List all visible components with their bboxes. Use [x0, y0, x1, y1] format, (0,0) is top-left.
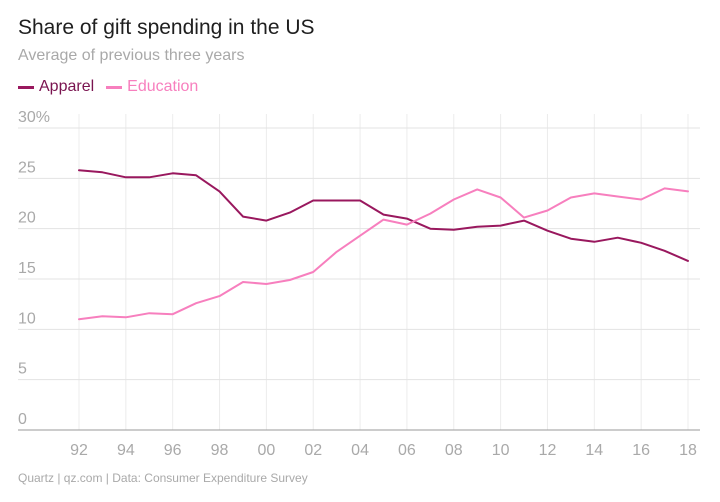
x-tick-label: 04 [351, 442, 369, 459]
y-tick-label: 10 [18, 310, 36, 327]
legend-label-education: Education [127, 78, 199, 95]
legend-item-education: Education [106, 78, 198, 96]
y-tick-label: 5 [18, 361, 27, 378]
series-line-apparel [78, 169, 689, 262]
x-tick-label: 00 [257, 442, 275, 459]
x-tick-label: 98 [211, 442, 229, 459]
y-tick-label: 20 [18, 210, 36, 227]
x-tick-label: 18 [679, 442, 697, 459]
x-tick-label: 08 [445, 442, 463, 459]
series-layer [78, 169, 689, 321]
x-tick-label: 92 [70, 442, 88, 459]
x-tick-label: 02 [304, 442, 322, 459]
x-tick-label: 14 [585, 442, 603, 459]
x-tick-label: 06 [398, 442, 416, 459]
chart-subtitle: Average of previous three years [18, 47, 245, 64]
legend-swatch-apparel [18, 85, 34, 89]
y-tick-label: 25 [18, 159, 36, 176]
source-note: Quartz | qz.com | Data: Consumer Expendi… [18, 471, 308, 485]
line-chart: 0 5 10 15 20 25 30% 92 94 96 98 00 02 04 06 08 10 12 14 16 1… [18, 109, 700, 459]
y-tick-label: 30% [18, 109, 50, 126]
x-tick-label: 94 [117, 442, 135, 459]
y-tick-label: 0 [18, 411, 27, 428]
chart-legend: Apparel Education [18, 78, 210, 96]
axis-layer: 0 5 10 15 20 25 30% 92 94 96 98 00 02 04 06 08 10 12 14 16 1… [18, 109, 697, 459]
x-tick-label: 10 [492, 442, 510, 459]
x-tick-label: 12 [539, 442, 557, 459]
legend-label-apparel: Apparel [39, 78, 95, 95]
y-tick-label: 15 [18, 260, 36, 277]
chart-title: Share of gift spending in the US [18, 16, 315, 39]
legend-swatch-education [106, 85, 123, 89]
legend-item-apparel: Apparel [18, 78, 94, 96]
x-tick-label: 16 [632, 442, 650, 459]
series-line-education [78, 187, 689, 321]
grid-layer [18, 114, 700, 431]
x-tick-label: 96 [164, 442, 182, 459]
